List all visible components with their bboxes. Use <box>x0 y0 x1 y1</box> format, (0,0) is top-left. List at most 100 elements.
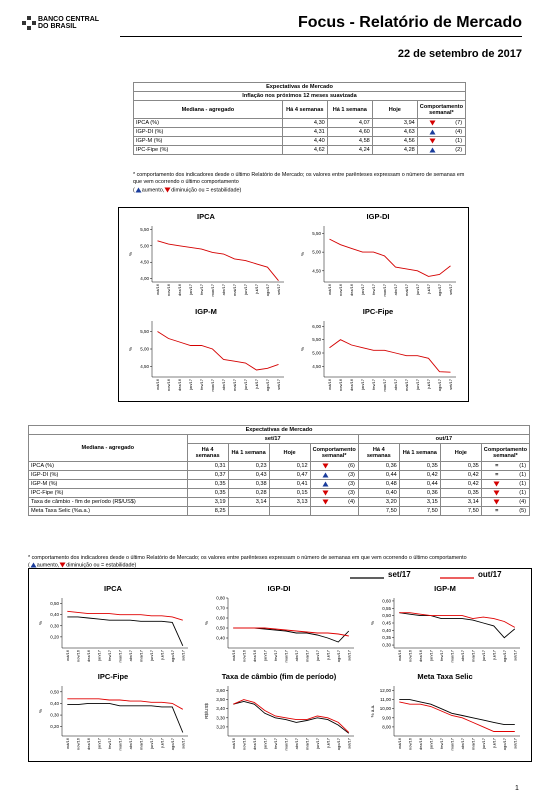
y-tick-label: 5,00 <box>312 351 321 356</box>
arrow-down <box>322 499 329 505</box>
series-line <box>399 701 515 732</box>
trend <box>313 463 339 469</box>
trend-symbol: = <box>495 508 499 514</box>
x-tick-label: jan/17 <box>360 283 365 296</box>
table-row: IGP-DI (%) 4,31 4,60 4,63 (4) <box>133 127 467 137</box>
trend <box>313 481 339 487</box>
x-tick-label: abr/17 <box>294 737 299 749</box>
x-tick-label: ago/17 <box>502 737 507 750</box>
legend-text: aumento, <box>141 187 165 194</box>
x-tick-label: nov/16 <box>241 737 246 750</box>
x-tick-label: jul/17 <box>159 737 164 748</box>
y-tick-label: 0,30 <box>50 623 59 628</box>
logo-line: BANCO CENTRAL <box>38 16 100 23</box>
cell: 0,36 <box>398 488 441 498</box>
x-tick-label: out/16 <box>327 283 332 295</box>
legend-text: aumento, <box>36 562 60 569</box>
y-tick-label: 5,00 <box>140 243 149 248</box>
x-tick-label: set/17 <box>276 378 281 390</box>
column-header: Mediana - agregado <box>28 434 188 462</box>
chart-title: IPCA <box>197 212 216 221</box>
chart-title: IGP-M <box>434 584 456 593</box>
column-header: Há 1 semana <box>227 443 270 462</box>
x-tick-label: nov/16 <box>241 649 246 662</box>
x-tick-label: jul/17 <box>426 283 431 294</box>
column-header: Há 1 semana <box>398 443 441 462</box>
mini-chart: IPC-Fipe% 0,20 0,30 0,40 0,50 out/16 nov/16 dez… <box>38 672 188 750</box>
y-tick-label: 0,30 <box>382 643 391 648</box>
trend-icon <box>322 463 329 469</box>
cell: 4,40 <box>281 136 328 146</box>
table-row: IGP-M (%) 4,40 4,58 4,56 (1) <box>133 136 467 146</box>
chart-title: Taxa de câmbio (fim de período) <box>222 672 337 681</box>
cell: 4,62 <box>281 145 328 155</box>
x-tick-label: nov/16 <box>338 378 343 391</box>
trend <box>484 481 510 487</box>
trend <box>313 490 339 496</box>
cell: 0,41 <box>268 479 311 489</box>
cell: 0,40 <box>357 488 400 498</box>
cell: 0,15 <box>268 488 311 498</box>
y-tick-label: 4,50 <box>312 364 321 369</box>
cell: 0,47 <box>268 470 311 480</box>
y-tick-label: 0,40 <box>216 636 225 641</box>
series-line <box>233 699 350 733</box>
cell: 4,30 <box>281 118 328 128</box>
trend <box>420 138 446 144</box>
x-tick-label: ago/17 <box>437 283 442 296</box>
cell: 0,35 <box>439 488 482 498</box>
x-tick-label: jun/17 <box>481 737 486 750</box>
x-tick-label: jul/17 <box>254 378 259 389</box>
x-tick-label: jul/17 <box>491 737 496 748</box>
x-tick-label: nov/16 <box>75 737 80 750</box>
series-line <box>233 627 349 637</box>
y-tick-label: 3,60 <box>216 688 225 693</box>
weeks: (1) <box>519 490 527 497</box>
y-tick-label: 0,20 <box>50 724 59 729</box>
x-tick-label: mai/17 <box>470 649 475 662</box>
trend-cell: = (1) <box>480 470 531 480</box>
table-row: IGP-DI (%) 0,37 0,43 0,47 (3) 0,44 0,42 0,42 = (1… <box>28 470 531 480</box>
cell: 0,44 <box>357 470 400 480</box>
cell: 4,63 <box>371 127 418 137</box>
x-tick-label: jan/17 <box>262 649 267 662</box>
x-tick-label: out/16 <box>65 649 70 661</box>
chart-title: IGP-M <box>195 307 217 316</box>
x-tick-label: set/17 <box>346 737 351 749</box>
legend-text: diminuição ou = estabilidade) <box>66 562 137 569</box>
y-tick-label: 0,50 <box>382 613 391 618</box>
x-tick-label: set/17 <box>512 649 517 661</box>
column-header: Hoje <box>439 443 482 462</box>
x-tick-label: jul/17 <box>491 649 496 660</box>
trend-cell: (3) <box>309 488 359 498</box>
x-tick-label: set/17 <box>180 737 185 749</box>
cell: 0,48 <box>357 479 400 489</box>
trend: = <box>484 463 510 469</box>
x-tick-label: set/17 <box>448 378 453 390</box>
y-tick-label: 11,00 <box>380 697 391 702</box>
x-tick-label: dez/16 <box>349 283 354 296</box>
page-number: 1 <box>515 785 519 792</box>
mini-chart: IGP-DI% 0,40 0,50 0,60 0,70 0,80 out/16 nov/16 d… <box>204 584 354 662</box>
cell: 3,15 <box>398 497 441 507</box>
x-tick-label: jun/17 <box>149 737 154 750</box>
trend-icon <box>429 129 436 135</box>
y-tick-label: 3,50 <box>216 697 225 702</box>
x-tick-label: abr/17 <box>221 378 226 390</box>
arrow-up <box>322 472 329 478</box>
column-header: Comportamento semanal* <box>480 443 531 462</box>
rule <box>120 36 522 37</box>
weeks: (6) <box>348 463 355 470</box>
logo-icon <box>22 16 36 30</box>
y-tick-label: 0,40 <box>50 701 59 706</box>
trend-cell: (3) <box>309 470 359 480</box>
x-tick-label: dez/16 <box>349 378 354 391</box>
x-tick-label: mai/17 <box>232 283 237 296</box>
weeks: (1) <box>519 472 527 478</box>
cell <box>268 506 311 516</box>
y-tick-label: 0,50 <box>50 601 59 606</box>
chart-title: IPC-Fipe <box>98 672 128 681</box>
x-tick-label: jan/17 <box>96 649 101 662</box>
cell: 0,43 <box>227 470 270 480</box>
